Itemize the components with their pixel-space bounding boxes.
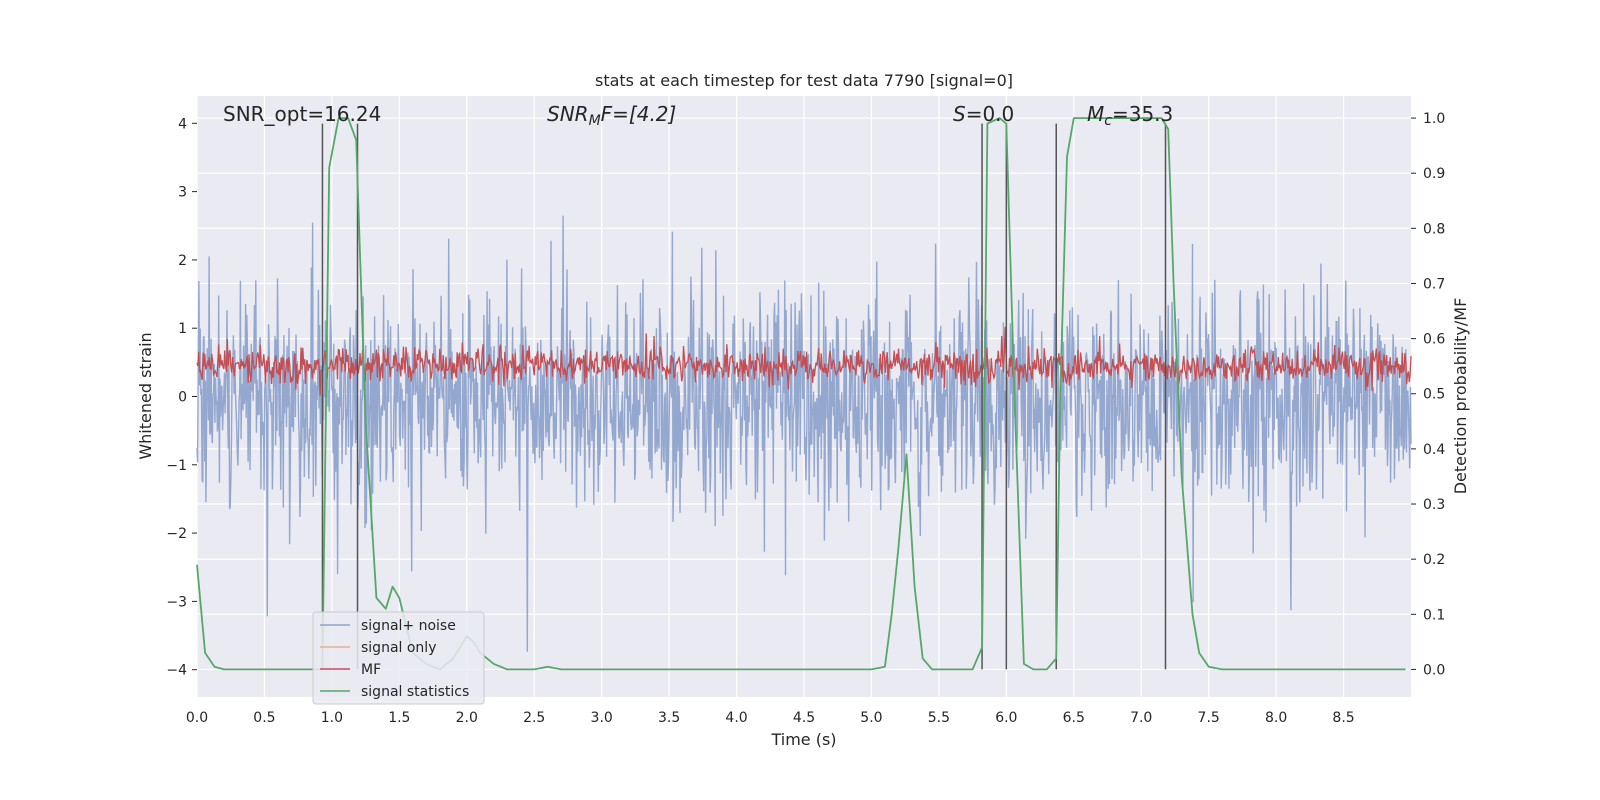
annotation-mc: Mc=35.3 [1087,102,1173,129]
legend-label-signal-only: signal only [361,640,436,656]
y-tick-label-right: 0.4 [1423,442,1445,458]
y-tick-label-right: 0.7 [1423,276,1445,292]
signal-noise-series [196,215,1412,652]
x-tick-label: 7.5 [1198,710,1220,726]
y-tick-label-right: 0.9 [1423,166,1445,182]
y-tick-label-left: −2 [166,526,187,542]
mf-line [196,326,1412,396]
x-tick-label: 3.5 [658,710,680,726]
y-tick-label-right: 0.8 [1423,221,1445,237]
chart-title: stats at each timestep for test data 779… [595,71,1013,90]
x-tick-label: 3.0 [591,710,613,726]
signal-statistics-line [196,117,1406,671]
legend-label-signal-statistics: signal statistics [361,684,469,700]
x-tick-label: 0.0 [186,710,208,726]
x-tick-label: 4.5 [793,710,815,726]
y-tick-label-right: 1.0 [1423,111,1445,127]
y-tick-label-left: −1 [166,458,187,474]
y-tick-label-right: 0.3 [1423,497,1445,513]
x-tick-label: 5.5 [928,710,950,726]
x-tick-label: 8.5 [1332,710,1354,726]
signal-noise-line [196,215,1412,652]
x-tick-label: 6.5 [1063,710,1085,726]
x-tick-label: 4.0 [725,710,747,726]
y-ticks-left: −4 −3 −2 −1 0 1 2 3 4 [166,116,197,679]
y-tick-label-left: 2 [178,253,187,269]
x-axis-label: Time (s) [770,730,836,749]
y-tick-label-left: −4 [166,663,187,679]
y-tick-label-right: 0.2 [1423,552,1445,568]
x-tick-label: 6.0 [995,710,1017,726]
x-tick-label: 7.0 [1130,710,1152,726]
legend-box [312,611,485,705]
y-tick-label-left: 4 [178,116,187,132]
annotation-snr-opt: SNR_opt=16.24 [223,102,381,126]
y-axis-label-left: Whitened strain [136,332,155,459]
y-tick-label-right: 0.6 [1423,332,1445,348]
x-tick-label: 1.5 [388,710,410,726]
x-tick-label: 8.0 [1265,710,1287,726]
mf-series [196,326,1412,396]
y-tick-label-left: −3 [166,594,187,610]
x-tick-label: 5.0 [860,710,882,726]
y-tick-label-left: 3 [178,185,187,201]
y-tick-label-left: 0 [178,390,187,406]
x-tick-label: 0.5 [253,710,275,726]
y-tick-label-left: 1 [178,321,187,337]
annotation-snr-mf: SNRMF=[4.2] [547,102,676,129]
y-axis-label-right: Detection probability/MF [1451,298,1470,495]
legend-label-signal-noise: signal+ noise [361,618,456,634]
x-ticks: 0.0 0.5 1.0 1.5 2.0 2.5 3.0 3.5 4.0 4.5 5.0 5.5 6.0 6… [186,710,1355,726]
y-tick-label-right: 0.5 [1423,387,1445,403]
vertical-lines [321,123,1167,670]
x-tick-label: 2.0 [456,710,478,726]
y-tick-label-right: 0.1 [1423,607,1445,623]
legend: signal+ noise signal only MF signal stat… [312,611,485,705]
legend-label-mf: MF [361,662,381,678]
y-ticks-right: 0.0 0.1 0.2 0.3 0.4 0.5 0.6 0.7 0.8 0.9 1.0 [1411,111,1445,678]
y-tick-label-right: 0.0 [1423,662,1445,678]
x-tick-label: 2.5 [523,710,545,726]
x-tick-label: 1.0 [321,710,343,726]
annotation-s: S=0.0 [953,102,1014,126]
signal-statistics-series [196,117,1406,671]
